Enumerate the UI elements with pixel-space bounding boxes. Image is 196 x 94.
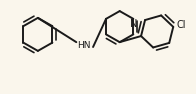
Text: Cl: Cl [176, 20, 186, 30]
Text: HN: HN [77, 41, 91, 50]
Text: N: N [130, 19, 137, 29]
